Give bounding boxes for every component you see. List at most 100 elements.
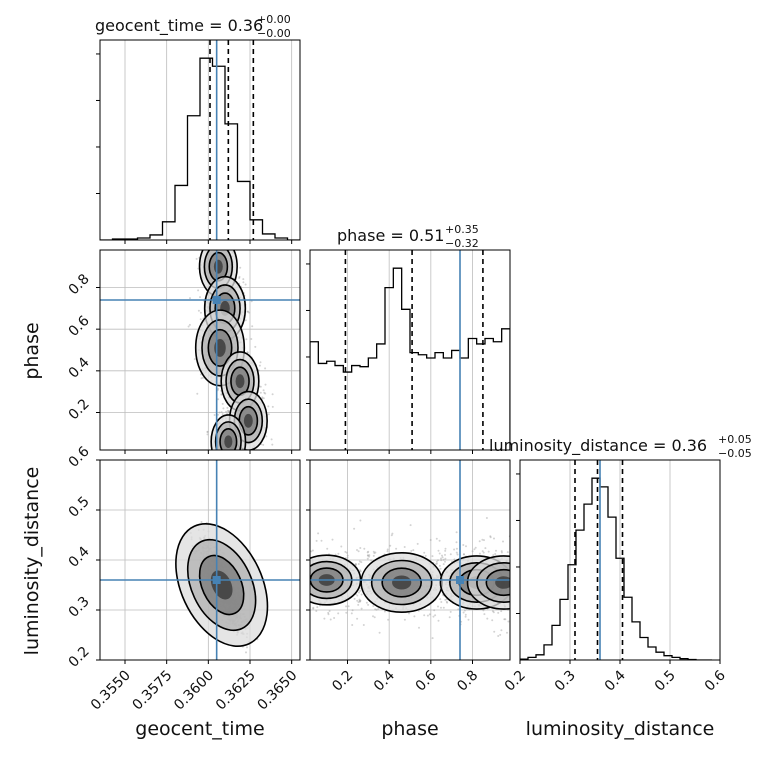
scatter-point xyxy=(301,591,303,593)
scatter-point xyxy=(515,604,517,606)
scatter-point xyxy=(248,311,251,314)
scatter-point xyxy=(431,637,434,640)
scatter-point xyxy=(543,580,545,582)
scatter-point xyxy=(228,462,230,464)
title-luminosity-distance-sup: +0.05 xyxy=(718,433,752,446)
scatter-point xyxy=(271,405,274,408)
scatter-point xyxy=(478,540,481,543)
scatter-point xyxy=(439,598,442,601)
scatter-point xyxy=(265,435,268,438)
title-phase-sub: −0.32 xyxy=(445,237,479,250)
scatter-point xyxy=(359,570,362,573)
scatter-point xyxy=(510,592,512,594)
scatter-point xyxy=(356,594,359,597)
scatter-point xyxy=(360,561,363,564)
scatter-point xyxy=(535,588,537,590)
scatter-point xyxy=(226,406,229,409)
scatter-point xyxy=(536,606,538,608)
scatter-point xyxy=(300,562,302,564)
scatter-point xyxy=(264,367,267,370)
scatter-point xyxy=(527,559,529,561)
scatter-point xyxy=(327,611,330,614)
scatter-point xyxy=(444,560,446,563)
scatter-point xyxy=(225,224,227,226)
scatter-point xyxy=(259,391,262,394)
scatter-point xyxy=(504,618,507,621)
scatter-panel-luminosity-distance-vs-phase xyxy=(276,459,565,664)
contour-line-0 xyxy=(466,555,510,610)
scatter-point xyxy=(516,568,518,570)
scatter-point xyxy=(367,554,369,557)
scatter-point xyxy=(541,610,543,612)
scatter-point xyxy=(500,550,503,553)
panel-frame xyxy=(309,249,511,451)
scatter-panel-phase-vs-geocent-time xyxy=(96,224,301,475)
scatter-point xyxy=(440,601,443,603)
scatter-point xyxy=(449,553,452,556)
scatter-point xyxy=(214,243,216,245)
scatter-point xyxy=(288,572,290,574)
scatter-point xyxy=(244,469,246,471)
scatter-point xyxy=(375,608,378,611)
scatter-point xyxy=(530,575,532,577)
scatter-point xyxy=(200,521,203,523)
scatter-point xyxy=(523,560,525,562)
scatter-point xyxy=(386,548,389,551)
scatter-point xyxy=(516,570,518,572)
scatter-point xyxy=(521,578,523,580)
x-tick-label: 0.3550 xyxy=(88,668,134,714)
scatter-point xyxy=(362,624,365,626)
scatter-point xyxy=(235,473,237,475)
scatter-point xyxy=(386,550,389,553)
scatter-point xyxy=(225,410,228,413)
scatter-point xyxy=(536,569,538,571)
scatter-point xyxy=(551,585,553,587)
scatter-point xyxy=(500,629,503,632)
scatter-point xyxy=(528,565,530,567)
scatter-point xyxy=(563,568,565,570)
scatter-point xyxy=(389,544,392,547)
scatter-point xyxy=(217,398,220,401)
scatter-point xyxy=(521,590,523,592)
scatter-point xyxy=(264,383,267,386)
scatter-point xyxy=(514,569,516,571)
scatter-point xyxy=(250,338,253,340)
scatter-point xyxy=(511,603,513,605)
scatter-point xyxy=(358,599,361,602)
scatter-point xyxy=(302,597,304,599)
scatter-point xyxy=(206,431,209,433)
histogram-steps xyxy=(310,267,510,450)
title-luminosity-distance: luminosity_distance = 0.36 xyxy=(489,436,707,456)
x-tick-label: 0.8 xyxy=(454,668,481,695)
scatter-point xyxy=(308,568,310,570)
scatter-point xyxy=(365,601,368,604)
scatter-point xyxy=(549,592,551,594)
scatter-point xyxy=(515,560,517,562)
scatter-point xyxy=(220,393,223,396)
grid-lines xyxy=(519,460,721,660)
scatter-point xyxy=(212,247,214,249)
scatter-point xyxy=(337,612,340,615)
scatter-point xyxy=(304,570,306,572)
density-level-3 xyxy=(243,413,253,428)
scatter-point xyxy=(436,562,438,565)
scatter-point xyxy=(242,455,244,457)
scatter-point xyxy=(307,588,309,590)
scatter-point xyxy=(515,587,517,589)
scatter-point xyxy=(521,563,523,565)
density-level-3 xyxy=(235,374,245,389)
density-level-3 xyxy=(392,575,412,590)
scatter-point xyxy=(304,583,306,585)
scatter-point xyxy=(391,532,394,535)
scatter-point xyxy=(502,540,504,543)
scatter-point xyxy=(199,247,201,249)
scatter-point xyxy=(516,563,518,565)
hist-panel-phase xyxy=(306,249,511,454)
scatter-point xyxy=(437,559,439,562)
scatter-point xyxy=(506,631,508,634)
scatter-point xyxy=(242,468,244,470)
scatter-point xyxy=(276,555,278,557)
scatter-point xyxy=(514,561,516,563)
scatter-point xyxy=(403,618,406,621)
